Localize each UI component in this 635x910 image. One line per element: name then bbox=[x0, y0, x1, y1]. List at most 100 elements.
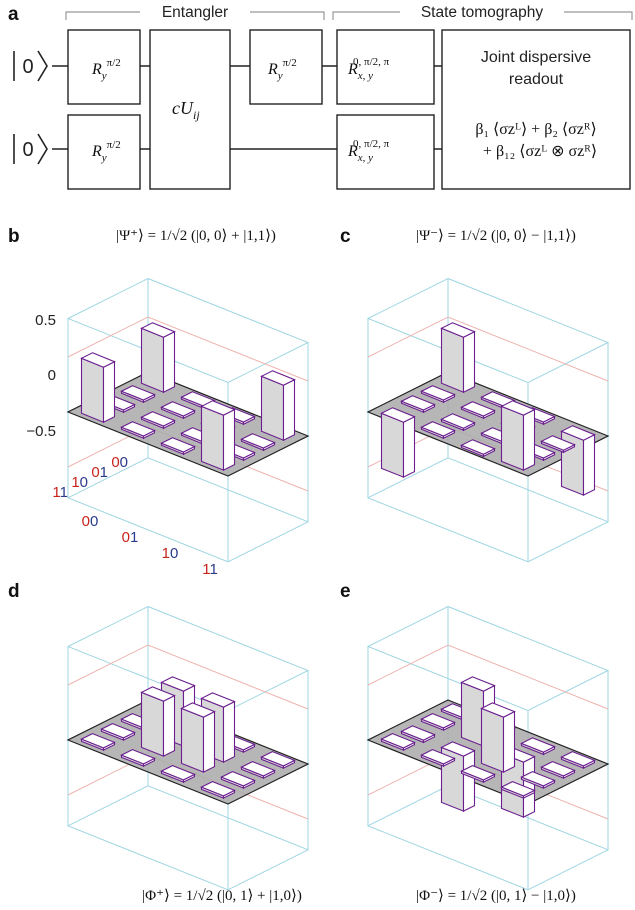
gate-ry-middle: Ryπ/2 bbox=[249, 29, 323, 105]
bar-10-00 bbox=[400, 725, 436, 744]
bar-01-11 bbox=[540, 435, 576, 454]
bar-01-00 bbox=[120, 385, 156, 404]
bar-11-00 bbox=[380, 732, 416, 751]
readout-eq2: + β₁₂ ⟨σzᴸ ⊗ σzᴿ⟩ bbox=[483, 143, 597, 160]
bar-00-00 bbox=[140, 322, 176, 394]
col-tick-11: 11 bbox=[202, 561, 218, 578]
svg-text:Ryπ/2: Ryπ/2 bbox=[267, 57, 297, 82]
ket-bottom: 0 bbox=[13, 133, 48, 165]
bar-10-10 bbox=[180, 702, 216, 773]
chart-d bbox=[66, 605, 310, 891]
svg-text:Ryπ/2: Ryπ/2 bbox=[91, 139, 121, 164]
bar-01-01 bbox=[160, 401, 196, 420]
gate-ry-top: Ryπ/2 bbox=[67, 29, 141, 105]
bar-00-11 bbox=[560, 425, 596, 496]
bar-11-00 bbox=[80, 352, 116, 424]
row-tick-11: 11 bbox=[52, 484, 68, 501]
header-entangler: Entangler bbox=[162, 4, 228, 21]
bar-01-11 bbox=[240, 433, 276, 452]
panel-c-letter: c bbox=[340, 226, 351, 247]
bar-11-01 bbox=[120, 748, 156, 767]
chart-e bbox=[366, 605, 610, 891]
bar-10-01 bbox=[140, 686, 176, 757]
bar-01-00 bbox=[420, 385, 456, 404]
bar-11-10 bbox=[460, 439, 496, 458]
bar-11-01 bbox=[420, 748, 456, 767]
gate-cu: cUij bbox=[149, 29, 231, 190]
bar-11-00 bbox=[380, 407, 416, 478]
chart-c bbox=[366, 277, 610, 563]
gate-rxy-bottom: Rx, y0, π/2, π bbox=[336, 114, 435, 190]
bar-10-01 bbox=[440, 413, 476, 432]
svg-text:Ryπ/2: Ryπ/2 bbox=[91, 57, 121, 82]
bar-11-00 bbox=[80, 732, 116, 751]
row-tick-00: 00 bbox=[111, 454, 128, 471]
bar-01-11 bbox=[240, 760, 276, 779]
entangler-bracket: Entangler bbox=[65, 4, 325, 21]
panel-d-caption: |Φ⁺⟩ = 1/√2 (|0, 1⟩ + |1,0⟩) bbox=[142, 888, 302, 904]
bar-00-10 bbox=[520, 737, 556, 756]
bar-01-01 bbox=[460, 401, 496, 420]
bar-10-11 bbox=[520, 770, 556, 789]
bar-00-00 bbox=[440, 322, 476, 394]
ket-top-label: 0 bbox=[22, 56, 33, 78]
bar-01-00 bbox=[420, 712, 456, 731]
gridline-0.5 bbox=[367, 644, 609, 710]
gridline-0.5 bbox=[367, 316, 609, 382]
bar-11-10 bbox=[460, 764, 496, 783]
ket-top: 0 bbox=[13, 50, 48, 82]
bar-11-01 bbox=[120, 421, 156, 440]
bar-01-11 bbox=[540, 760, 576, 779]
bar-11-11 bbox=[200, 400, 236, 471]
panel-b-caption: |Ψ⁺⟩ = 1/√2 (|0, 0⟩ + |1,1⟩) bbox=[116, 228, 276, 244]
bar-11-10 bbox=[160, 764, 196, 783]
readout-box: Joint dispersive readout β₁ ⟨σzᴸ⟩ + β₂ ⟨… bbox=[441, 29, 631, 190]
gridline-0.5 bbox=[67, 644, 309, 710]
gridline-0.5 bbox=[67, 316, 309, 382]
panel-d-letter: d bbox=[8, 581, 20, 602]
bar-10-11 bbox=[220, 770, 256, 789]
z-tick-0.5: 0.5 bbox=[35, 312, 56, 329]
bar-10-00 bbox=[100, 722, 136, 741]
row-tick-10: 10 bbox=[71, 474, 88, 491]
col-tick-00: 00 bbox=[82, 513, 99, 530]
bar-00-11 bbox=[560, 750, 596, 769]
z-tick-neg0.5: −0.5 bbox=[26, 423, 56, 440]
bar-10-10 bbox=[480, 702, 516, 773]
bar-10-01 bbox=[140, 411, 176, 430]
readout-eq1: β₁ ⟨σzᴸ⟩ + β₂ ⟨σzᴿ⟩ bbox=[475, 121, 596, 138]
readout-line2: readout bbox=[509, 71, 564, 88]
panel-b-letter: b bbox=[8, 226, 20, 247]
panel-a-letter: a bbox=[8, 4, 19, 25]
row-tick-01: 01 bbox=[91, 464, 108, 481]
readout-line1: Joint dispersive bbox=[481, 49, 591, 66]
col-tick-01: 01 bbox=[122, 529, 139, 546]
bar-11-11 bbox=[500, 780, 536, 799]
bar-00-11 bbox=[260, 370, 296, 442]
box-bottom bbox=[66, 785, 310, 891]
box-bottom bbox=[366, 785, 610, 891]
tomography-bracket: State tomography bbox=[332, 4, 633, 21]
z-tick-0: 0 bbox=[48, 367, 56, 384]
col-tick-10: 10 bbox=[162, 545, 179, 562]
svg-text:Rx, y0, π/2, π: Rx, y0, π/2, π bbox=[347, 56, 390, 82]
panel-b-z-axis: 0.5 0 −0.5 bbox=[26, 312, 56, 440]
bar-10-00 bbox=[400, 395, 436, 414]
bar-00-11 bbox=[260, 750, 296, 769]
svg-text:Rx, y0, π/2, π: Rx, y0, π/2, π bbox=[347, 138, 390, 164]
density-matrix-charts: b c d e |Ψ⁺⟩ = 1/√2 (|0, 0⟩ + |1,1⟩) |Ψ⁻… bbox=[8, 226, 610, 904]
svg-text:cUij: cUij bbox=[172, 98, 200, 122]
bar-11-11 bbox=[200, 780, 236, 799]
bar-11-11 bbox=[500, 400, 536, 471]
panel-a-circuit: a Entangler State tomography 0 0 Ryπ/2 R… bbox=[8, 4, 633, 190]
panel-c-caption: |Ψ⁻⟩ = 1/√2 (|0, 0⟩ − |1,1⟩) bbox=[416, 228, 576, 244]
bar-11-10 bbox=[160, 437, 196, 456]
panel-e-caption: |Φ⁻⟩ = 1/√2 (|0, 1⟩ − |1,0⟩) bbox=[416, 888, 576, 904]
gate-rxy-top: Rx, y0, π/2, π bbox=[336, 29, 435, 105]
header-tomography: State tomography bbox=[421, 4, 544, 21]
ket-bottom-label: 0 bbox=[22, 139, 33, 161]
gate-ry-bottom: Ryπ/2 bbox=[67, 114, 141, 190]
bar-11-01 bbox=[420, 421, 456, 440]
panel-e-letter: e bbox=[340, 581, 351, 602]
